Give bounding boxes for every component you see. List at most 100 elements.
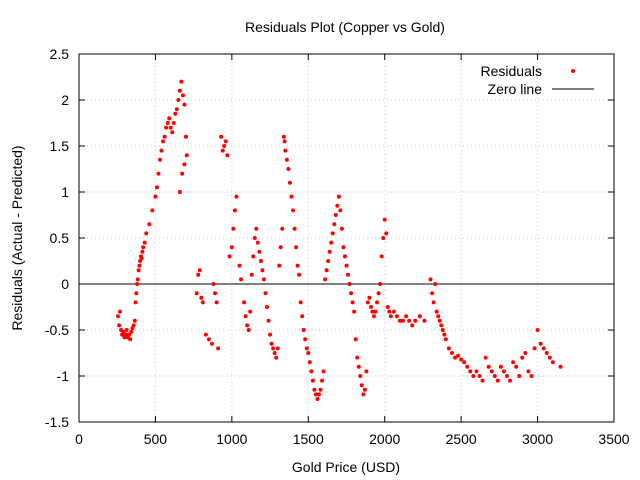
y-tick-label: 2: [61, 92, 69, 108]
residual-point: [355, 355, 360, 360]
residual-point: [346, 272, 351, 277]
axes: 0 500 1000 1500 2000 2500 3000 3500 -1.5 -1 -0.5 0 0…: [45, 46, 630, 447]
residual-point: [229, 245, 234, 250]
plot-frame: [78, 53, 615, 423]
residual-point: [283, 148, 288, 153]
residual-point: [254, 226, 259, 231]
residual-point: [282, 139, 287, 144]
residual-point: [474, 369, 479, 374]
residual-point: [391, 309, 396, 314]
residual-point: [523, 351, 528, 355]
residual-point: [136, 268, 141, 273]
residual-point: [174, 107, 179, 112]
residual-point: [124, 328, 129, 332]
residual-point: [194, 291, 199, 296]
residual-point: [382, 217, 387, 222]
residual-point: [362, 387, 367, 392]
residual-point: [269, 341, 274, 346]
residual-point: [434, 309, 439, 314]
residual-point: [550, 360, 555, 365]
y-tick-label: 0.5: [50, 230, 70, 246]
residual-point: [365, 300, 370, 305]
residual-point: [261, 277, 266, 282]
residual-point: [164, 125, 169, 130]
residual-point: [307, 360, 312, 365]
y-tick-label: -1: [57, 368, 70, 384]
residual-point: [177, 88, 182, 93]
residual-point: [437, 318, 442, 323]
residual-point: [170, 130, 175, 135]
residual-point: [139, 256, 144, 261]
residual-point: [242, 300, 247, 305]
residual-point: [159, 148, 164, 153]
residual-point: [430, 291, 435, 296]
residual-point: [158, 157, 163, 162]
residual-point: [361, 392, 366, 397]
residual-point: [268, 332, 273, 337]
residual-point: [295, 263, 300, 268]
residual-point: [315, 397, 320, 401]
residual-point: [161, 139, 166, 144]
residual-point: [339, 226, 344, 231]
residual-point: [453, 355, 458, 360]
residual-point: [133, 300, 138, 305]
residual-point: [394, 314, 399, 319]
residual-point: [140, 249, 145, 254]
residual-point: [376, 291, 381, 296]
x-tick-label: 3500: [598, 431, 629, 447]
residual-point: [304, 346, 309, 351]
residual-point: [310, 378, 315, 383]
residual-point: [372, 314, 377, 319]
residual-point: [327, 249, 332, 254]
residual-point: [284, 157, 289, 162]
residual-point: [323, 277, 328, 282]
residual-point: [271, 346, 276, 351]
residual-point: [153, 194, 158, 199]
residual-point: [558, 364, 563, 369]
residual-point: [265, 305, 270, 309]
residual-point: [535, 328, 540, 332]
residual-point: [422, 318, 427, 323]
residual-point: [517, 374, 522, 378]
y-tick-label: 1: [61, 184, 69, 200]
residual-point: [245, 323, 250, 328]
residual-point: [156, 171, 161, 176]
residual-point: [442, 332, 447, 337]
residual-point: [514, 364, 519, 369]
residual-point: [231, 226, 236, 231]
y-tick-label: 2.5: [50, 46, 70, 62]
y-tick-label: -1.5: [45, 414, 69, 430]
residual-point: [234, 194, 239, 199]
residual-point: [180, 93, 185, 98]
residual-point: [213, 291, 218, 296]
residual-point: [465, 364, 470, 369]
chart-title: Residuals Plot (Copper vs Gold): [245, 19, 445, 35]
residual-point: [227, 254, 232, 259]
legend-label-zero-line: Zero line: [488, 81, 543, 97]
residual-point: [127, 332, 132, 337]
residual-point: [477, 374, 482, 378]
residual-point: [344, 263, 349, 268]
residual-point: [306, 351, 311, 355]
residual-point: [347, 282, 352, 286]
residual-point: [182, 102, 187, 107]
residual-point: [385, 305, 390, 309]
residual-point: [301, 328, 306, 332]
residual-point: [404, 314, 409, 319]
x-tick-label: 1000: [216, 431, 247, 447]
residual-point: [529, 374, 534, 378]
residual-points: [115, 79, 563, 401]
residual-point: [492, 374, 497, 378]
residual-point: [332, 222, 337, 227]
residual-point: [375, 300, 380, 305]
residual-point: [281, 134, 286, 139]
residual-point: [260, 268, 265, 273]
residual-point: [278, 245, 283, 250]
residual-point: [520, 355, 525, 360]
residual-point: [239, 277, 244, 282]
residual-point: [318, 387, 323, 392]
residual-point: [456, 353, 461, 358]
residual-point: [129, 329, 134, 334]
residual-point: [359, 383, 364, 388]
